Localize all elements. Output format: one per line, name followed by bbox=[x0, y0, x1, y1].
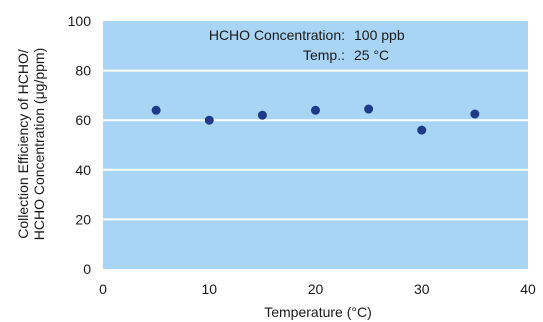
data-point bbox=[257, 110, 267, 120]
y-axis-title-line2: HCHO Concentration (μg/ppm) bbox=[31, 48, 47, 240]
annotation-box: HCHO Concentration: 100 ppb Temp.: 25 °C bbox=[209, 27, 405, 63]
plot-area bbox=[103, 21, 528, 269]
x-axis-title: Temperature (°C) bbox=[264, 304, 372, 320]
x-tick-label: 10 bbox=[201, 281, 217, 297]
y-tick-label: 20 bbox=[75, 211, 91, 227]
data-point bbox=[417, 125, 427, 135]
y-tick-label: 60 bbox=[75, 112, 91, 128]
y-tick-label: 100 bbox=[68, 13, 92, 29]
x-tick-label: 20 bbox=[308, 281, 324, 297]
y-axis-title-line1: Collection Efficiency of HCHO/ bbox=[15, 49, 31, 239]
y-tick-label: 40 bbox=[75, 162, 91, 178]
annotation-temp-value: 25 °C bbox=[354, 47, 389, 63]
gridlines bbox=[103, 69, 528, 221]
data-point bbox=[151, 105, 161, 115]
data-point bbox=[470, 109, 480, 119]
x-tick-label: 40 bbox=[520, 281, 536, 297]
y-axis-title: Collection Efficiency of HCHO/ HCHO Conc… bbox=[15, 48, 47, 240]
y-tick-label: 80 bbox=[75, 63, 91, 79]
x-tick-label: 0 bbox=[99, 281, 107, 297]
y-tick-label: 0 bbox=[83, 261, 91, 277]
data-point bbox=[311, 105, 320, 115]
x-axis-ticks: 0 10 20 30 40 bbox=[99, 281, 536, 297]
y-axis-ticks: 0 20 40 60 80 100 bbox=[68, 13, 92, 277]
x-tick-label: 30 bbox=[414, 281, 430, 297]
annotation-concentration-label: HCHO Concentration: bbox=[209, 27, 345, 43]
annotation-temp-label: Temp.: bbox=[303, 47, 345, 63]
annotation-concentration-value: 100 ppb bbox=[354, 27, 405, 43]
data-point bbox=[204, 115, 214, 125]
data-points bbox=[151, 104, 480, 135]
data-point bbox=[364, 104, 374, 114]
